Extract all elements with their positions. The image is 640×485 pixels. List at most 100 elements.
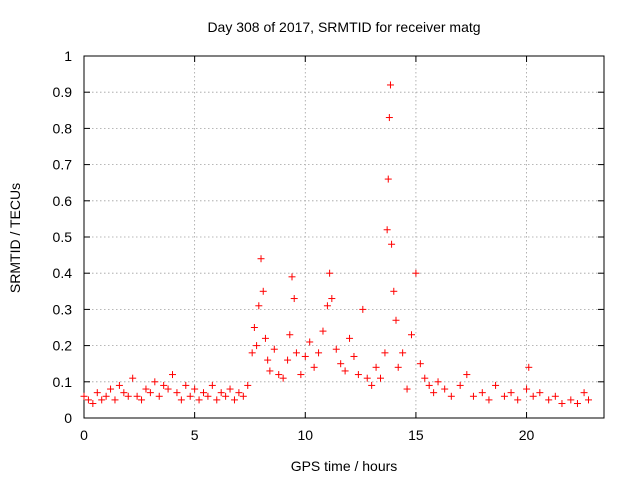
data-point	[111, 396, 119, 404]
data-point	[350, 352, 358, 360]
data-point	[456, 381, 464, 389]
x-tick-label: 15	[408, 427, 424, 443]
data-point	[567, 396, 575, 404]
data-point	[253, 342, 261, 350]
data-point	[500, 392, 508, 400]
data-point	[383, 226, 391, 234]
data-point	[328, 295, 336, 303]
data-point	[306, 338, 314, 346]
data-point	[341, 367, 349, 375]
data-point	[270, 345, 278, 353]
data-point	[204, 392, 212, 400]
data-point	[115, 381, 123, 389]
data-point	[545, 396, 553, 404]
data-point	[138, 396, 146, 404]
y-tick-label: 0.6	[53, 193, 73, 209]
data-point	[573, 400, 581, 408]
data-point	[514, 396, 522, 404]
y-tick-label: 0.2	[53, 338, 73, 354]
data-point	[169, 371, 177, 379]
data-point	[381, 349, 389, 357]
data-point	[441, 385, 449, 393]
y-tick-label: 0.9	[53, 84, 73, 100]
data-point	[434, 378, 442, 386]
data-point	[292, 349, 300, 357]
data-point	[525, 363, 533, 371]
data-point	[326, 269, 334, 277]
data-point	[372, 363, 380, 371]
data-point	[580, 389, 588, 397]
data-point	[377, 374, 385, 382]
data-point	[469, 392, 477, 400]
data-point	[536, 389, 544, 397]
data-point	[120, 389, 128, 397]
data-point	[386, 81, 394, 89]
data-point	[217, 389, 225, 397]
data-point	[264, 356, 272, 364]
y-tick-label: 0.7	[53, 157, 73, 173]
data-point	[279, 374, 287, 382]
data-point	[259, 287, 267, 295]
data-point	[346, 334, 354, 342]
data-point	[407, 331, 415, 339]
data-point	[384, 175, 392, 183]
y-tick-label: 0.5	[53, 229, 73, 245]
grid-layer	[84, 56, 604, 418]
data-point	[80, 392, 88, 400]
data-point	[290, 295, 298, 303]
axis-layer	[83, 55, 605, 419]
y-axis-label: SRMTID / TECUs	[7, 183, 23, 293]
data-point	[84, 396, 92, 404]
data-point	[257, 255, 265, 263]
x-tick-label: 5	[191, 427, 199, 443]
data-point	[151, 378, 159, 386]
data-point	[399, 349, 407, 357]
y-tick-label: 0.4	[53, 265, 73, 281]
data-point	[244, 381, 252, 389]
data-point	[186, 392, 194, 400]
data-point	[146, 389, 154, 397]
data-point	[250, 324, 258, 331]
data-point	[284, 356, 292, 364]
data-point	[390, 287, 398, 295]
data-point	[529, 392, 537, 400]
data-point	[208, 381, 216, 389]
data-point	[323, 302, 331, 310]
x-axis-label: GPS time / hours	[291, 458, 398, 474]
data-point	[363, 374, 371, 382]
data-point	[160, 381, 168, 389]
y-tick-label: 0.8	[53, 120, 73, 136]
data-point	[213, 396, 221, 404]
data-point	[142, 385, 150, 393]
data-point	[173, 389, 181, 397]
data-point	[261, 334, 269, 342]
data-point	[447, 392, 455, 400]
data-point	[368, 381, 376, 389]
data-point	[239, 392, 247, 400]
x-tick-label: 10	[297, 427, 313, 443]
data-point	[416, 360, 424, 368]
data-point	[385, 114, 393, 122]
data-point	[523, 385, 531, 393]
data-point	[297, 371, 305, 379]
tick-label-layer: 0 5 10 15 20 0 0.1 0.2 0.3 0.4 0.5 0.6 0.7 0.8 0.9 1	[53, 48, 535, 443]
data-point	[107, 385, 115, 393]
data-point	[551, 392, 559, 400]
data-point	[412, 269, 420, 277]
y-tick-label: 1	[64, 48, 72, 64]
data-point	[129, 374, 137, 382]
data-point	[332, 345, 340, 353]
data-point	[319, 327, 327, 335]
data-point	[492, 381, 500, 389]
data-point	[354, 371, 362, 379]
data-point	[226, 385, 234, 393]
data-point	[392, 316, 400, 324]
data-point	[425, 381, 433, 389]
data-point	[164, 385, 172, 393]
data-point	[195, 396, 203, 404]
data-point	[266, 367, 274, 375]
data-point	[275, 371, 283, 379]
data-point	[558, 400, 566, 408]
